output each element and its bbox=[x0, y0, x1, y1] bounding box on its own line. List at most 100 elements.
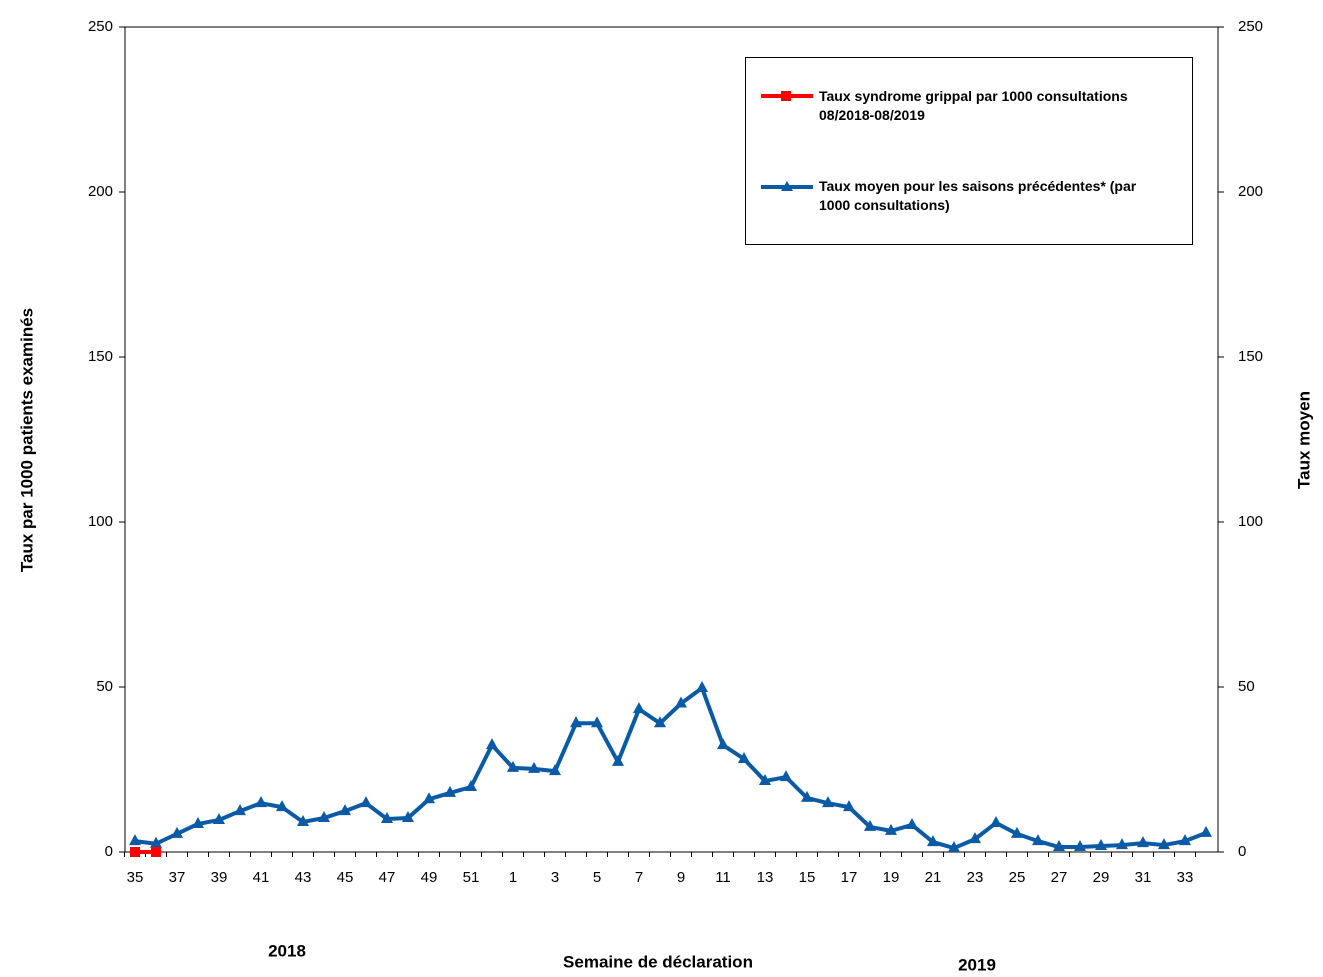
point-marker bbox=[402, 811, 414, 823]
legend-marker bbox=[781, 91, 791, 101]
point-marker bbox=[675, 696, 687, 708]
x-tick-label: 47 bbox=[379, 869, 396, 886]
y2-tick-label: 250 bbox=[1238, 18, 1263, 35]
x-tick-label: 3 bbox=[551, 869, 559, 886]
y-tick-label: 50 bbox=[96, 678, 113, 695]
point-marker bbox=[1074, 840, 1086, 852]
point-marker bbox=[151, 847, 161, 857]
legend-label: Taux syndrome grippal par 1000 consultat… bbox=[819, 88, 1128, 123]
x-tick-label: 23 bbox=[967, 869, 984, 886]
legend-marker bbox=[781, 181, 793, 191]
point-marker bbox=[654, 716, 666, 728]
point-marker bbox=[276, 800, 288, 812]
x-tick-label: 37 bbox=[169, 869, 186, 886]
point-marker bbox=[717, 738, 729, 750]
point-marker bbox=[339, 804, 351, 816]
legend: Taux syndrome grippal par 1000 consultat… bbox=[745, 57, 1193, 245]
plot-frame bbox=[124, 26, 1219, 853]
x-tick-label: 43 bbox=[295, 869, 312, 886]
point-marker bbox=[381, 812, 393, 823]
point-marker bbox=[1095, 839, 1107, 851]
point-marker bbox=[843, 800, 855, 812]
x-tick-label: 7 bbox=[635, 869, 643, 886]
x-tick-label: 45 bbox=[337, 869, 354, 886]
series-line bbox=[134, 685, 1207, 851]
x-tick-label: 17 bbox=[841, 869, 858, 886]
point-marker bbox=[696, 680, 708, 692]
point-marker bbox=[633, 702, 645, 714]
y-tick-label: 200 bbox=[88, 183, 113, 200]
point-marker bbox=[948, 841, 960, 853]
point-marker bbox=[486, 738, 498, 750]
y2-axis-label: Taux moyen bbox=[1294, 391, 1313, 489]
x-tick-label: 9 bbox=[677, 869, 685, 886]
x-tick-label: 5 bbox=[593, 869, 601, 886]
point-marker bbox=[1137, 836, 1149, 848]
y-axis-label: Taux par 1000 patients examinés bbox=[17, 308, 36, 572]
point-marker bbox=[318, 811, 330, 823]
point-marker bbox=[864, 819, 876, 831]
x-tick-label: 41 bbox=[253, 869, 270, 886]
x-tick-label: 1 bbox=[509, 869, 517, 886]
point-marker bbox=[255, 796, 267, 808]
point-marker bbox=[780, 770, 792, 782]
point-marker bbox=[591, 716, 603, 728]
point-marker bbox=[612, 754, 624, 766]
point-marker bbox=[927, 835, 939, 847]
point-marker bbox=[1200, 825, 1212, 837]
year-annotation: 2018 bbox=[268, 941, 306, 960]
point-marker bbox=[192, 816, 204, 828]
point-marker bbox=[528, 761, 540, 773]
point-marker bbox=[213, 812, 225, 824]
x-tick-label: 27 bbox=[1051, 869, 1068, 886]
legend-symbols bbox=[761, 91, 813, 191]
point-marker bbox=[759, 774, 771, 786]
x-tick-label: 21 bbox=[925, 869, 942, 886]
x-tick-label: 19 bbox=[883, 869, 900, 886]
point-marker bbox=[130, 847, 140, 857]
point-marker bbox=[990, 815, 1002, 827]
point-marker bbox=[570, 716, 582, 728]
x-axis-label: Semaine de déclaration bbox=[563, 952, 753, 971]
y-tick-label: 100 bbox=[88, 513, 113, 530]
x-tick-label: 11 bbox=[715, 869, 731, 886]
point-marker bbox=[1116, 838, 1128, 850]
y2-tick-label: 150 bbox=[1238, 348, 1263, 365]
point-marker bbox=[969, 832, 981, 844]
x-tick-label: 49 bbox=[421, 869, 438, 886]
point-marker bbox=[549, 764, 561, 776]
point-marker bbox=[1011, 826, 1023, 838]
x-tick-label: 29 bbox=[1093, 869, 1110, 886]
point-marker bbox=[822, 796, 834, 808]
x-tick-label: 15 bbox=[799, 869, 816, 886]
point-marker bbox=[1032, 834, 1044, 846]
point-marker bbox=[297, 814, 309, 826]
point-marker bbox=[150, 836, 162, 848]
x-tick-label: 25 bbox=[1009, 869, 1026, 886]
point-marker bbox=[1179, 834, 1191, 846]
point-marker bbox=[423, 792, 435, 804]
point-marker bbox=[906, 817, 918, 829]
point-marker bbox=[129, 834, 141, 846]
y-tick-label: 150 bbox=[88, 348, 113, 365]
point-marker bbox=[234, 804, 246, 816]
point-marker bbox=[1053, 840, 1065, 852]
point-marker bbox=[885, 823, 897, 835]
x-tick-label: 51 bbox=[463, 869, 480, 886]
x-tick-label: 39 bbox=[211, 869, 228, 886]
point-marker bbox=[360, 796, 372, 808]
y-tick-label: 250 bbox=[88, 18, 113, 35]
point-marker bbox=[738, 751, 750, 763]
x-tick-label: 35 bbox=[127, 869, 144, 886]
point-marker bbox=[1158, 838, 1170, 850]
y2-tick-label: 200 bbox=[1238, 183, 1263, 200]
point-marker bbox=[171, 826, 183, 838]
x-tick-label: 33 bbox=[1177, 869, 1194, 886]
y2-tick-label: 100 bbox=[1238, 513, 1263, 530]
x-tick-label: 13 bbox=[757, 869, 774, 886]
y-tick-label: 0 bbox=[105, 843, 113, 860]
point-marker bbox=[507, 760, 519, 772]
legend-label: Taux moyen pour les saisons précédentes*… bbox=[819, 178, 1137, 213]
